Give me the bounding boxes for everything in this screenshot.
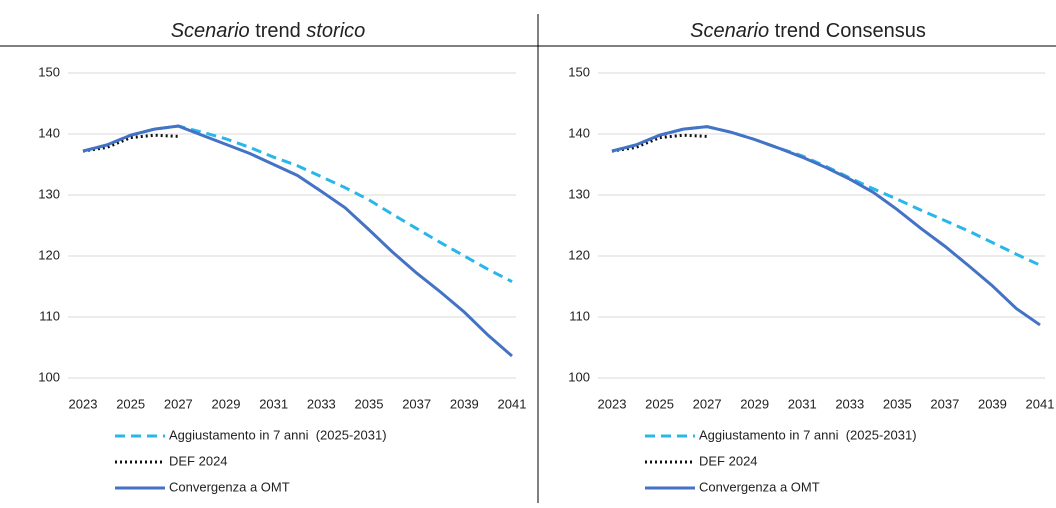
y-tick-label: 150 [38,64,60,79]
title-part: Scenario [690,20,769,42]
x-tick-label: 2023 [69,396,98,411]
x-tick-label: 2037 [402,396,431,411]
legend-label: Aggiustamento in 7 anni (2025-2031) [699,427,917,442]
series-line [82,124,513,283]
legend-label: DEF 2024 [699,453,758,468]
x-tick-label: 2041 [1026,396,1055,411]
legend-label: Convergenza a OMT [169,479,290,494]
x-tick-label: 2033 [835,396,864,411]
y-tick-label: 140 [38,125,60,140]
x-tick-label: 2027 [693,396,722,411]
x-tick-label: 2029 [740,396,769,411]
x-tick-label: 2029 [212,396,241,411]
x-tick-label: 2023 [598,396,627,411]
title-part: Scenario [171,20,250,42]
series-line [611,133,708,153]
x-tick-label: 2035 [883,396,912,411]
title-part: trend Consensus [769,20,926,42]
x-tick-label: 2039 [978,396,1007,411]
legend-label: Aggiustamento in 7 anni (2025-2031) [169,427,387,442]
x-tick-label: 2025 [116,396,145,411]
legend-label: DEF 2024 [169,453,228,468]
y-tick-label: 130 [568,186,590,201]
x-tick-label: 2027 [164,396,193,411]
series-line [611,125,1041,327]
x-tick-label: 2039 [450,396,479,411]
y-tick-label: 150 [568,64,590,79]
series-line [82,133,179,153]
x-tick-label: 2031 [259,396,288,411]
y-tick-label: 140 [568,125,590,140]
panel-title: Scenario trend storico [171,20,366,42]
y-tick-label: 100 [568,369,590,384]
title-part: trend [250,20,307,42]
y-tick-label: 120 [38,247,60,262]
x-tick-label: 2041 [498,396,527,411]
x-tick-label: 2037 [930,396,959,411]
x-tick-label: 2035 [355,396,384,411]
title-part: storico [306,20,365,42]
y-tick-label: 130 [38,186,60,201]
x-tick-label: 2031 [788,396,817,411]
series-line [82,124,513,358]
y-tick-label: 110 [39,308,60,323]
legend-label: Convergenza a OMT [699,479,820,494]
x-tick-label: 2033 [307,396,336,411]
y-tick-label: 120 [568,247,590,262]
panel-title: Scenario trend Consensus [690,20,926,42]
x-tick-label: 2025 [645,396,674,411]
y-tick-label: 100 [38,369,60,384]
series-line [611,125,1041,267]
y-tick-label: 110 [569,308,590,323]
